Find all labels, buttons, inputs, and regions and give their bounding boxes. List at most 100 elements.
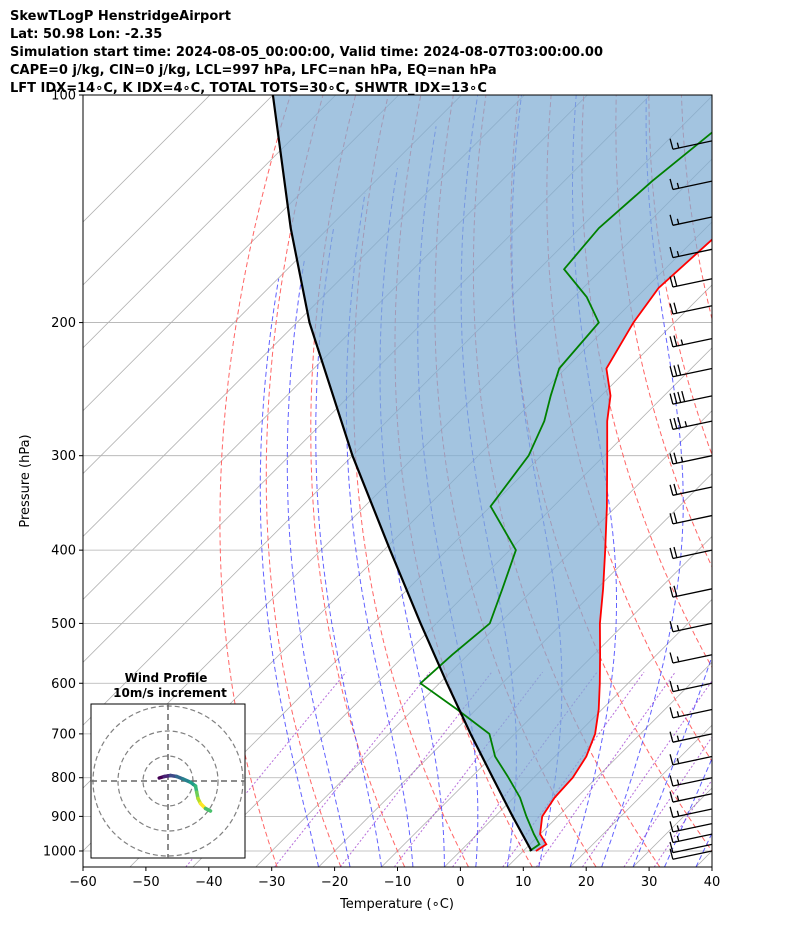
inset-plot (91, 704, 245, 858)
moist-adiabat (259, 278, 320, 867)
wind-barb (669, 138, 713, 150)
barb-staff (672, 588, 713, 598)
barb-staff (672, 808, 713, 818)
wind-barbs (669, 138, 713, 860)
barb-flag (669, 246, 674, 258)
inset-title: Wind Profile (125, 671, 208, 685)
barb-flag (669, 366, 674, 377)
barb-flag (669, 731, 674, 743)
isotherm (569, 724, 712, 867)
x-axis-label: Temperature (∘C) (339, 897, 454, 912)
barb-half-flag (676, 758, 680, 764)
barb-flag (669, 484, 674, 496)
barb-flag (669, 775, 674, 787)
barb-flag (669, 513, 674, 525)
isotherm (759, 95, 794, 867)
barb-flag (669, 806, 674, 818)
barb-staff (672, 367, 713, 378)
dry-adiabat (310, 95, 406, 867)
wind-barb (669, 417, 713, 431)
barb-half-flag (676, 625, 680, 631)
chart-axes: −60 −50 −40 −30 −20 −10 0 10 20 30 40 1000 900 800 700… (43, 89, 720, 891)
barb-half-flag (676, 795, 680, 801)
barb-flag (669, 841, 674, 853)
barb-flag (673, 585, 678, 597)
barb-flag (669, 707, 674, 719)
barb-half-flag (676, 250, 680, 257)
chart-header: SkewTLogP HenstridgeAirport Lat: 50.98 L… (10, 8, 603, 98)
cin-shaded-area (272, 95, 712, 851)
barb-staff (672, 755, 713, 766)
profile-lines (271, 95, 712, 852)
barb-staff (672, 278, 713, 288)
wind-barb (669, 178, 713, 191)
x-tick-label: −30 (258, 875, 285, 890)
wind-barb (669, 512, 713, 525)
wind-barb (669, 652, 713, 664)
y-tick-label: 200 (51, 316, 76, 331)
y-tick-label: 500 (51, 617, 76, 632)
barb-half-flag (676, 684, 680, 691)
moist-adiabat (286, 259, 351, 867)
wind-barb (669, 546, 713, 560)
barb-half-flag (676, 735, 680, 742)
wind-barb (669, 335, 713, 348)
x-tick-label: 30 (641, 875, 658, 890)
barb-flag (673, 546, 678, 558)
x-tick-label: −10 (384, 875, 411, 890)
barb-staff (672, 682, 713, 693)
barb-staff (672, 337, 713, 348)
barb-staff (672, 216, 713, 226)
wind-barb (669, 841, 713, 854)
barb-flag (677, 391, 682, 403)
mixing-ratio-line (653, 779, 712, 867)
dry-adiabat (581, 95, 712, 669)
wind-barb (669, 831, 713, 844)
x-tick-label: 0 (456, 875, 464, 890)
x-tick-label: −20 (321, 875, 348, 890)
barb-flag (677, 417, 682, 428)
barb-flag (669, 831, 674, 843)
barb-flag (669, 303, 674, 315)
dry-adiabat (779, 95, 794, 867)
dewpoint-line (419, 131, 712, 852)
wind-barb (669, 275, 713, 288)
x-tick-label: 20 (578, 875, 595, 890)
moist-adiabat (345, 193, 414, 867)
barb-staff (672, 455, 713, 465)
cape-shading (272, 95, 712, 851)
barb-staff (672, 248, 713, 259)
moist-adiabat (664, 757, 712, 867)
barb-staff (672, 850, 713, 860)
barb-staff (672, 305, 713, 315)
barb-flag (673, 275, 678, 287)
dry-adiabat (353, 95, 469, 867)
barb-staff (672, 622, 713, 633)
barb-flag (669, 821, 674, 833)
wind-barb (669, 214, 713, 226)
wind-barb (669, 246, 713, 259)
barb-flag (669, 453, 674, 465)
barb-flag (669, 754, 674, 766)
x-tick-label: −50 (132, 875, 159, 890)
x-tick-label: −60 (69, 875, 96, 890)
barb-flag (673, 452, 678, 464)
isotherm (83, 95, 337, 349)
moist-adiabat (727, 95, 794, 867)
moist-adiabat (315, 228, 382, 867)
barb-flag (669, 393, 674, 405)
wind-barb (669, 731, 713, 743)
barb-flag (669, 214, 674, 226)
barb-flag (673, 335, 678, 347)
y-tick-label: 300 (51, 449, 76, 464)
barb-half-flag (676, 711, 680, 717)
temperature-line (535, 238, 712, 852)
y-axis-label: Pressure (hPa) (18, 434, 33, 527)
wind-barb (669, 302, 713, 315)
y-tick-label: 400 (51, 544, 76, 559)
barb-staff (672, 833, 713, 844)
wind-barb (669, 821, 713, 833)
barb-staff (672, 777, 713, 787)
barb-half-flag (676, 779, 680, 785)
